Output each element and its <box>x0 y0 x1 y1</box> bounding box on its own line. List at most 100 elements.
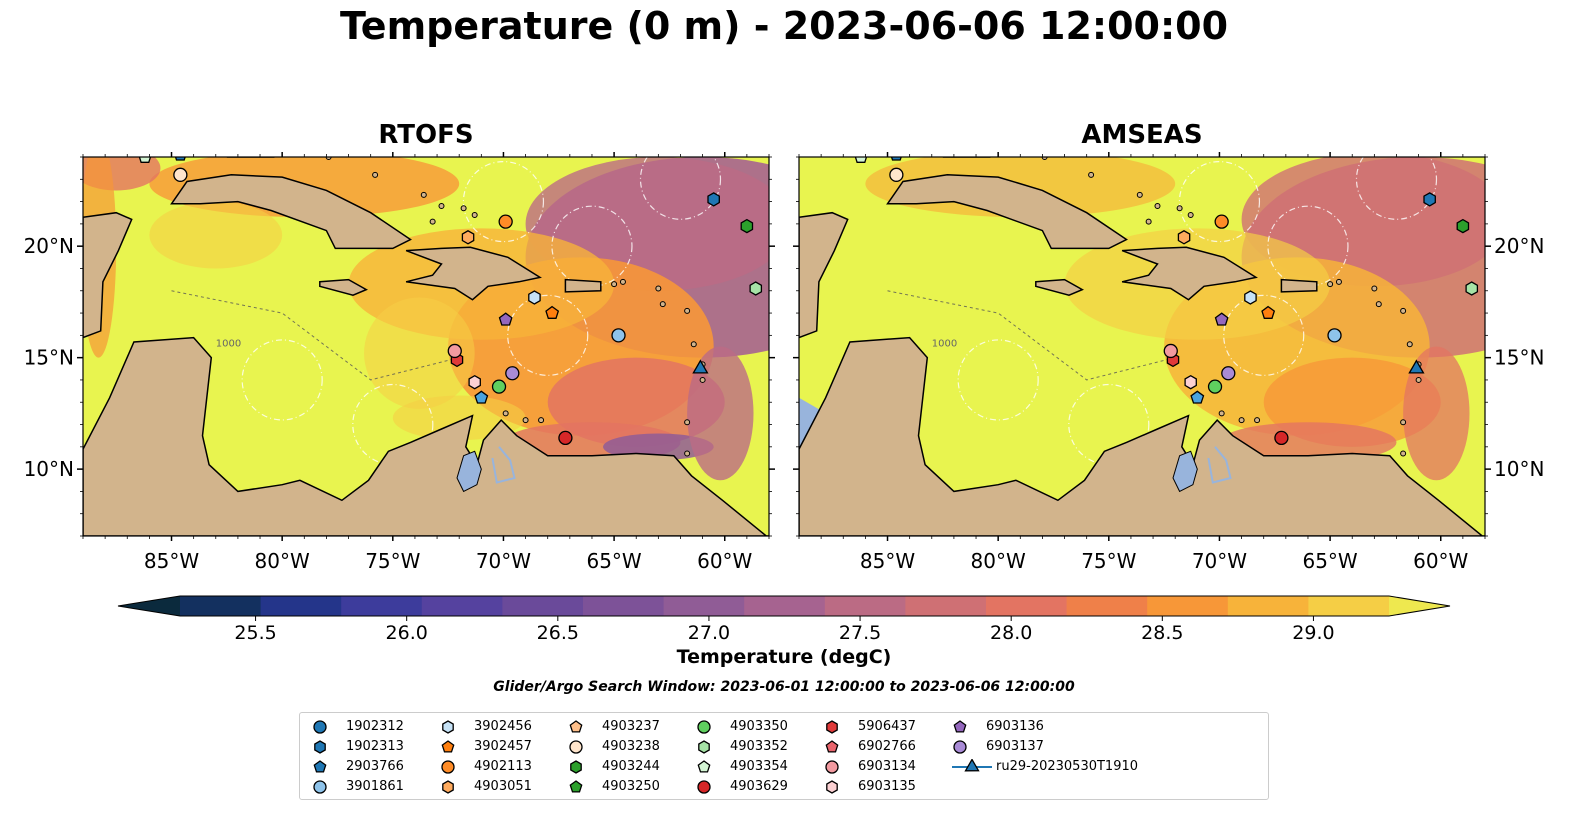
colorbar-segment <box>1308 596 1390 616</box>
platform-marker-4902113 <box>498 214 513 229</box>
platform-marker-4903051 <box>461 230 475 245</box>
legend-marker <box>826 780 838 794</box>
colorbar-segment <box>905 596 987 616</box>
legend-marker <box>697 780 711 794</box>
legend-symbol <box>569 780 583 793</box>
legend-symbol <box>697 720 711 734</box>
island <box>1375 301 1382 308</box>
map-panel-amseas: 1000 85°W 80°W 75°W 70°W 65°W 60°W 10°N 15°N 20°N <box>793 152 1544 573</box>
bathymetry-contour <box>171 290 460 381</box>
temperature-patch <box>149 201 283 269</box>
platform-marker-6903136 <box>498 312 513 326</box>
colorbar-segment <box>1227 596 1309 616</box>
platform-marker-2903766b <box>474 390 489 404</box>
island <box>1041 157 1048 160</box>
eez-boundary <box>639 157 722 220</box>
island <box>429 218 436 225</box>
legend-label: 6902766 <box>858 739 916 754</box>
y-tick-label: 10°N <box>24 457 74 481</box>
island <box>611 281 618 288</box>
colorbar: 25.5 26.0 26.5 27.0 27.5 28.0 28.5 29.0 <box>117 595 1451 644</box>
island <box>1335 278 1342 285</box>
legend-symbol <box>964 759 980 772</box>
colorbar-tick-label: 29.0 <box>1292 622 1334 644</box>
island <box>460 205 467 212</box>
eez-boundary <box>1178 160 1261 243</box>
legend-label: 4903350 <box>730 719 788 734</box>
legend-marker <box>442 720 454 734</box>
island <box>1238 417 1245 424</box>
island <box>1187 211 1194 218</box>
lake-maracaibo <box>456 450 482 493</box>
land-mass <box>83 211 133 339</box>
legend-marker <box>313 760 327 773</box>
legend-marker <box>698 740 710 754</box>
colorbar-segment <box>341 596 423 616</box>
colorbar-outline <box>117 595 1451 617</box>
map-panel-rtofs: 1000 85°W 80°W 75°W 70°W 65°W 60°W 10°N 15°N 20°N <box>24 152 775 573</box>
island <box>522 417 529 424</box>
figure-title: Temperature (0 m) - 2023-06-06 12:00:00 <box>339 4 1229 48</box>
platform-marker-3902457 <box>545 305 560 319</box>
land-mass <box>83 336 769 536</box>
panel-title-rtofs: RTOFS <box>378 120 474 150</box>
map-frame <box>798 156 1486 537</box>
platform-marker-4903352 <box>1465 281 1479 296</box>
x-tick-label: 60°W <box>1413 549 1468 573</box>
legend-marker <box>569 720 583 733</box>
eez-boundary <box>551 205 633 287</box>
legend-symbol <box>442 720 454 734</box>
platform-marker-4902113 <box>1214 214 1229 229</box>
platform-marker-6903137 <box>505 366 520 381</box>
legend-marker <box>569 780 583 793</box>
colorbar-tick-label: 26.5 <box>537 622 579 644</box>
legend-symbol <box>953 740 967 754</box>
colorbar-tick-label: 25.5 <box>234 622 276 644</box>
legend-marker <box>570 760 582 774</box>
island <box>1254 417 1261 424</box>
platform-marker-4903238 <box>173 167 188 182</box>
land-mass <box>799 336 1485 536</box>
legend-label: 6903137 <box>986 739 1044 754</box>
colorbar-extend-max <box>1389 596 1450 616</box>
island <box>1218 410 1225 417</box>
platform-marker-4903244 <box>740 218 754 234</box>
legend-label: ru29-20230530T1910 <box>996 759 1139 774</box>
legend-symbol <box>441 740 455 753</box>
map-content: 1000 <box>83 157 769 536</box>
y-tick-label: 20°N <box>1494 234 1544 258</box>
colorbar-tick-label: 28.5 <box>1141 622 1183 644</box>
island <box>420 191 427 198</box>
island <box>659 301 666 308</box>
land-mass <box>886 174 1128 250</box>
island <box>438 203 445 210</box>
x-tick-label: 80°W <box>971 549 1026 573</box>
legend-marker <box>441 760 455 774</box>
platform-marker-6903136 <box>1214 312 1229 326</box>
eez-boundary <box>1223 294 1305 376</box>
land-mass <box>226 157 275 158</box>
colorbar-tick-label: 27.0 <box>688 622 730 644</box>
island <box>538 417 545 424</box>
land-mass <box>319 278 369 296</box>
colorbar-segment <box>583 596 665 616</box>
platform-marker-6903137 <box>1221 366 1236 381</box>
land-mass <box>564 278 602 293</box>
legend-label: 3902456 <box>474 719 532 734</box>
x-tick-label: 85°W <box>144 549 199 573</box>
legend-marker <box>952 759 992 772</box>
legend-marker <box>441 740 455 753</box>
island <box>655 285 662 292</box>
platform-marker-4903629 <box>1274 430 1289 446</box>
x-tick-label: 75°W <box>1081 549 1136 573</box>
legend-symbol <box>313 720 327 734</box>
legend-label: 4902113 <box>474 759 532 774</box>
legend-label: 4903051 <box>474 779 532 794</box>
land-mass <box>799 211 849 339</box>
bathymetry-contour <box>887 290 1176 381</box>
eez-boundary <box>1355 157 1438 220</box>
island <box>690 341 697 348</box>
colorbar-segment <box>260 596 342 616</box>
legend-symbol <box>441 760 455 774</box>
island <box>684 419 691 426</box>
